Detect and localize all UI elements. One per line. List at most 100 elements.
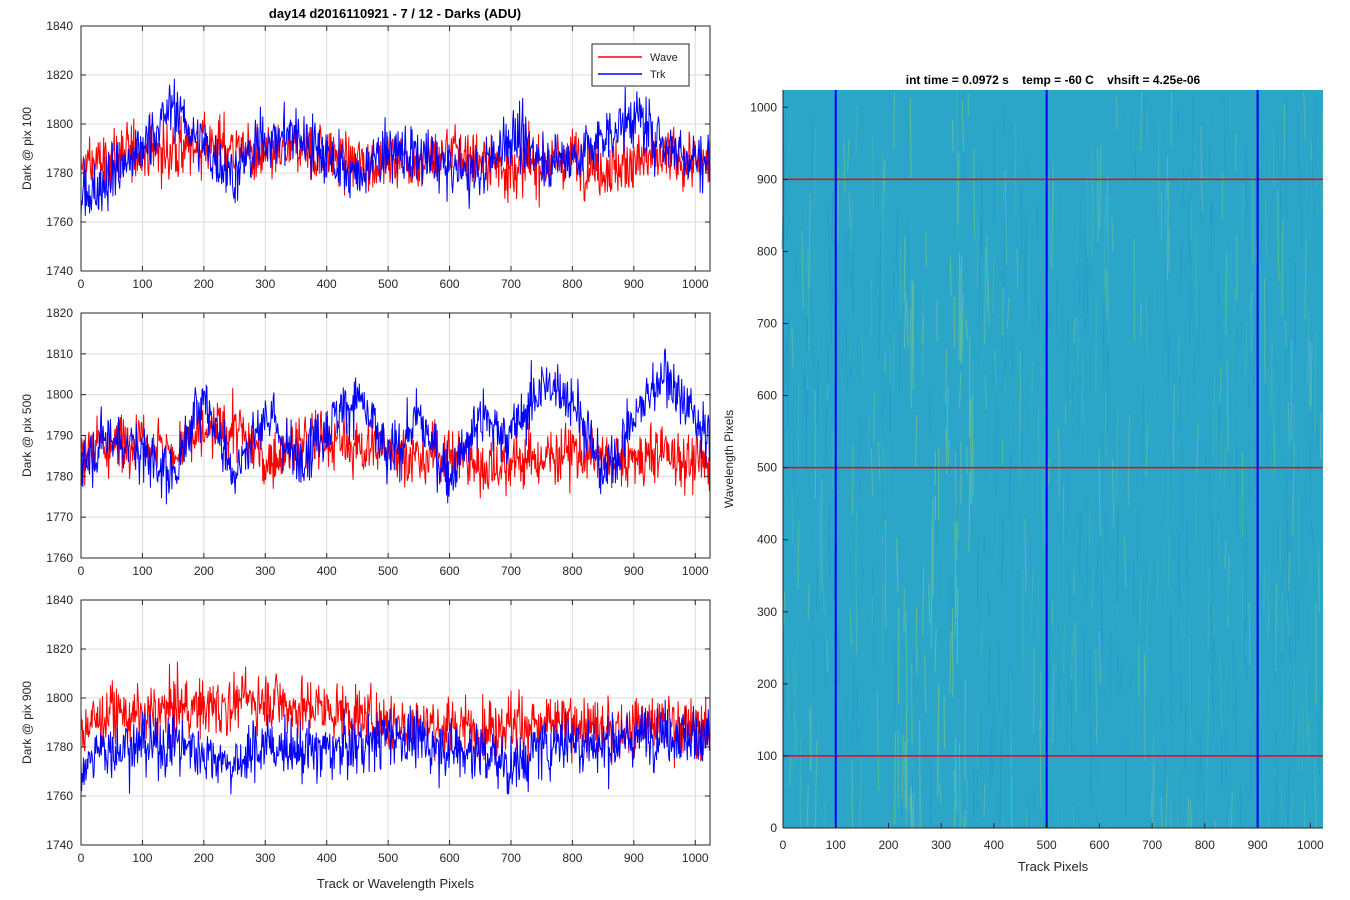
heatmap-streak bbox=[905, 806, 908, 829]
heatmap-streak bbox=[939, 783, 942, 805]
heatmap-streak bbox=[1100, 557, 1103, 581]
heatmap-panel: 0 100 200 300 400 500 600 700 800 900 1000 0 100 200 3… bbox=[722, 73, 1324, 874]
heatmap-streak bbox=[1032, 647, 1035, 734]
heatmap-streak bbox=[1210, 203, 1213, 274]
heatmap-streak bbox=[903, 235, 906, 300]
heatmap-streak bbox=[1143, 653, 1146, 761]
heatmap-streak bbox=[1075, 526, 1078, 569]
heatmap-x-tick-label: 100 bbox=[826, 838, 846, 852]
heatmap-streak bbox=[1078, 202, 1081, 308]
heatmap-streak bbox=[1227, 809, 1230, 829]
heatmap-streak bbox=[1032, 307, 1035, 330]
heatmap-streak bbox=[806, 350, 808, 390]
heatmap-streak bbox=[872, 133, 874, 213]
heatmap-streak bbox=[1235, 444, 1238, 532]
heatmap-y-tick-label: 500 bbox=[757, 461, 777, 475]
heatmap-streak bbox=[912, 792, 915, 829]
heatmap-streak bbox=[1245, 321, 1248, 376]
heatmap-texture bbox=[781, 90, 1324, 829]
heatmap-streak bbox=[988, 445, 992, 512]
heatmap-streak bbox=[894, 640, 896, 723]
heatmap-streak bbox=[992, 250, 995, 314]
heatmap-streak bbox=[1239, 145, 1242, 240]
heatmap-streak bbox=[1081, 667, 1083, 712]
heatmap-streak bbox=[949, 256, 952, 296]
heatmap-streak bbox=[1219, 656, 1223, 730]
heatmap-streak bbox=[878, 297, 881, 360]
heatmap-streak bbox=[871, 562, 875, 670]
heatmap-streak bbox=[855, 105, 858, 156]
x-tick-label: 200 bbox=[194, 564, 214, 578]
heatmap-streak bbox=[1265, 200, 1268, 256]
heatmap-streak bbox=[984, 591, 987, 649]
heatmap-streak bbox=[1243, 344, 1246, 451]
heatmap-streak bbox=[901, 735, 904, 802]
heatmap-streak bbox=[1285, 179, 1288, 221]
heatmap-streak bbox=[1321, 693, 1324, 787]
heatmap-streak bbox=[1172, 557, 1175, 640]
heatmap-streak bbox=[996, 305, 999, 343]
heatmap-streak bbox=[1254, 715, 1257, 761]
heatmap-streak bbox=[1107, 270, 1110, 342]
heatmap-streak bbox=[1207, 566, 1210, 651]
heatmap-streak bbox=[1119, 659, 1122, 693]
heatmap-streak bbox=[977, 217, 979, 286]
heatmap-streak bbox=[1042, 369, 1044, 420]
heatmap-streak bbox=[1224, 540, 1227, 570]
y-tick-label: 1820 bbox=[46, 642, 73, 656]
heatmap-streak bbox=[847, 139, 850, 172]
heatmap-streak bbox=[1219, 367, 1222, 405]
heatmap-streak bbox=[1245, 654, 1248, 684]
heatmap-x-tick-label: 900 bbox=[1248, 838, 1268, 852]
heatmap-streak bbox=[1292, 667, 1296, 742]
heatmap-streak bbox=[849, 285, 852, 364]
heatmap-streak bbox=[995, 131, 998, 216]
heatmap-streak bbox=[1091, 568, 1094, 609]
heatmap-streak bbox=[1019, 351, 1022, 431]
heatmap-streak bbox=[1102, 523, 1105, 585]
heatmap-streak bbox=[955, 451, 958, 560]
heatmap-streak bbox=[827, 204, 830, 291]
heatmap-streak bbox=[1287, 335, 1290, 357]
heatmap-streak bbox=[1160, 796, 1163, 829]
heatmap-streak bbox=[1003, 104, 1006, 136]
heatmap-streak bbox=[1040, 441, 1043, 518]
heatmap-streak bbox=[991, 391, 993, 484]
heatmap-streak bbox=[805, 402, 808, 469]
legend-label-wave: Wave bbox=[650, 52, 678, 64]
x-tick-label: 100 bbox=[132, 564, 152, 578]
heatmap-streak bbox=[1314, 189, 1316, 273]
heatmap-streak bbox=[850, 199, 853, 252]
heatmap-streak bbox=[1204, 444, 1208, 476]
heatmap-streak bbox=[1105, 268, 1108, 319]
heatmap-streak bbox=[1178, 787, 1181, 816]
heatmap-streak bbox=[1232, 307, 1235, 385]
heatmap-streak bbox=[818, 447, 821, 518]
heatmap-streak bbox=[1015, 513, 1018, 551]
heatmap-streak bbox=[1262, 687, 1265, 779]
y-tick-label: 1800 bbox=[46, 691, 73, 705]
heatmap-streak bbox=[1301, 702, 1304, 773]
heatmap-streak bbox=[1105, 233, 1108, 263]
heatmap-x-tick-label: 400 bbox=[984, 838, 1004, 852]
x-tick-label: 400 bbox=[317, 277, 337, 291]
heatmap-streak bbox=[1270, 338, 1273, 412]
heatmap-streak bbox=[953, 798, 956, 829]
heatmap-streak bbox=[1225, 251, 1228, 336]
x-tick-label: 0 bbox=[78, 564, 85, 578]
heatmap-streak bbox=[1274, 582, 1277, 671]
heatmap-streak bbox=[965, 319, 968, 340]
y-axis-label: Dark @ pix 100 bbox=[20, 107, 34, 190]
x-tick-label: 200 bbox=[194, 851, 214, 865]
heatmap-streak bbox=[1125, 736, 1127, 818]
heatmap-streak bbox=[1277, 189, 1280, 282]
heatmap-streak bbox=[1236, 327, 1239, 350]
heatmap-streak bbox=[1179, 580, 1182, 610]
heatmap-streak bbox=[1014, 498, 1017, 582]
heatmap-streak bbox=[1145, 399, 1148, 453]
heatmap-streak bbox=[1309, 712, 1311, 811]
heatmap-streak bbox=[799, 349, 802, 431]
heatmap-streak bbox=[1072, 806, 1075, 829]
heatmap-streak bbox=[794, 612, 797, 710]
heatmap-streak bbox=[1071, 377, 1074, 418]
